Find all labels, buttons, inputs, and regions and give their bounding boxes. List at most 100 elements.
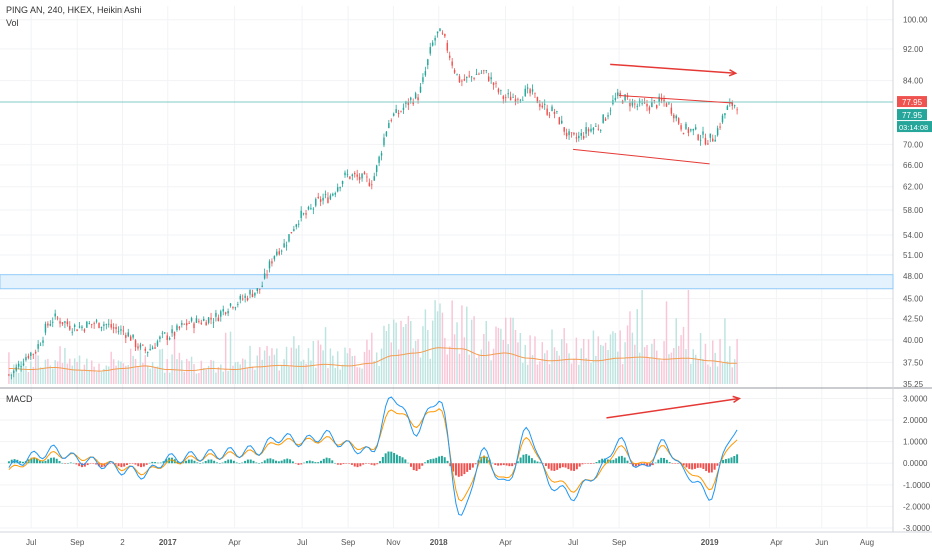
candle-up <box>237 304 239 306</box>
volume-bar <box>22 361 25 384</box>
macd-histogram-bar <box>303 462 306 464</box>
volume-bar <box>25 365 27 384</box>
macd-histogram-bar <box>722 460 725 464</box>
macd-histogram-bar <box>536 461 539 464</box>
macd-histogram-bar <box>513 463 516 465</box>
macd-histogram-bar <box>376 463 379 465</box>
macd-histogram-bar <box>117 463 120 467</box>
volume-bar <box>125 365 127 384</box>
candle-down <box>66 321 69 325</box>
volume-bar <box>334 367 336 384</box>
candle-up <box>156 341 159 346</box>
volume-bar <box>673 348 675 384</box>
macd-tick-label: 0.0000 <box>903 459 928 468</box>
volume-bar <box>103 368 105 384</box>
candle-up <box>402 107 405 110</box>
price-tick-label: 92.00 <box>903 45 924 54</box>
volume-bar <box>90 360 93 384</box>
volume-bar <box>266 345 268 384</box>
price-trend-arrow-head <box>728 69 738 77</box>
candle-up <box>543 104 546 105</box>
volume-bar <box>694 354 697 384</box>
macd-histogram-bar <box>291 461 294 464</box>
demand-zone <box>0 274 894 290</box>
volume-bar <box>407 315 410 384</box>
volume-bar <box>120 361 122 384</box>
candle-up <box>10 374 13 376</box>
macd-histogram-bar <box>654 462 657 464</box>
candle-up <box>526 87 529 89</box>
candle-up <box>561 120 563 124</box>
candle-up <box>108 323 110 325</box>
macd-histogram-bar <box>30 457 33 464</box>
macd-histogram-bar <box>334 462 337 464</box>
macd-histogram-bar <box>111 463 114 464</box>
macd-histogram-bar <box>452 463 455 472</box>
macd-histogram-bar <box>331 460 334 464</box>
candle-up <box>324 194 327 196</box>
candle-down <box>59 321 61 324</box>
volume-bar <box>716 366 719 384</box>
volume-bar <box>268 355 271 384</box>
last-price-badge <box>897 96 927 108</box>
macd-histogram-bar <box>232 460 235 464</box>
macd-histogram-bar <box>350 463 353 465</box>
macd-histogram-bar <box>83 463 86 467</box>
macd-histogram-bar <box>266 458 269 464</box>
macd-histogram-bar <box>699 463 702 468</box>
candle-down <box>712 138 714 142</box>
candle-down <box>453 70 456 73</box>
volume-bar <box>731 367 733 384</box>
volume-bar <box>147 365 149 384</box>
volume-bar <box>256 355 259 384</box>
macd-histogram-bar <box>345 463 348 464</box>
candle-up <box>334 193 336 195</box>
candle-down <box>673 114 675 119</box>
candle-up <box>322 197 324 201</box>
candle-up <box>203 318 205 321</box>
price-tick-label: 66.00 <box>903 161 924 170</box>
macd-histogram-bar <box>691 463 694 470</box>
volume-bar <box>368 349 371 384</box>
macd-histogram-bar <box>238 463 241 464</box>
volume-bar <box>690 363 692 384</box>
candle-down <box>290 232 293 234</box>
candle-up <box>95 320 98 322</box>
candle-down <box>483 70 485 72</box>
macd-histogram-bar <box>364 463 367 464</box>
candle-up <box>436 31 439 34</box>
candle-down <box>548 114 551 116</box>
candle-down <box>656 105 658 108</box>
macd-histogram-bar <box>584 463 587 464</box>
candle-down <box>90 323 93 325</box>
volume-bar <box>565 343 568 384</box>
volume-bar <box>34 351 37 384</box>
macd-histogram-bar <box>156 462 159 464</box>
candle-down <box>232 306 234 308</box>
macd-histogram-bar <box>598 460 601 464</box>
candle-up <box>298 223 300 225</box>
candle-down <box>278 251 280 255</box>
volume-bar <box>680 335 682 384</box>
macd-histogram-bar <box>255 462 258 464</box>
candle-up <box>419 86 422 93</box>
candle-up <box>310 208 312 209</box>
macd-histogram-bar <box>646 463 649 467</box>
macd-histogram-bar <box>592 463 595 464</box>
macd-trend-arrow <box>606 397 740 419</box>
volume-bar <box>339 369 341 384</box>
volume-bar <box>56 361 59 384</box>
macd-histogram-bar <box>727 458 730 464</box>
time-tick-label: Jul <box>568 538 578 547</box>
macd-histogram-bar <box>66 463 69 464</box>
volume-bar <box>127 365 129 384</box>
candle-down <box>473 78 475 79</box>
candle-up <box>49 324 52 326</box>
volume-bar <box>241 358 244 384</box>
volume-bar <box>543 353 546 384</box>
macd-histogram-bar <box>438 456 441 464</box>
candle-down <box>185 323 188 326</box>
macd-histogram-bar <box>353 463 356 467</box>
macd-histogram-bar <box>362 463 365 465</box>
